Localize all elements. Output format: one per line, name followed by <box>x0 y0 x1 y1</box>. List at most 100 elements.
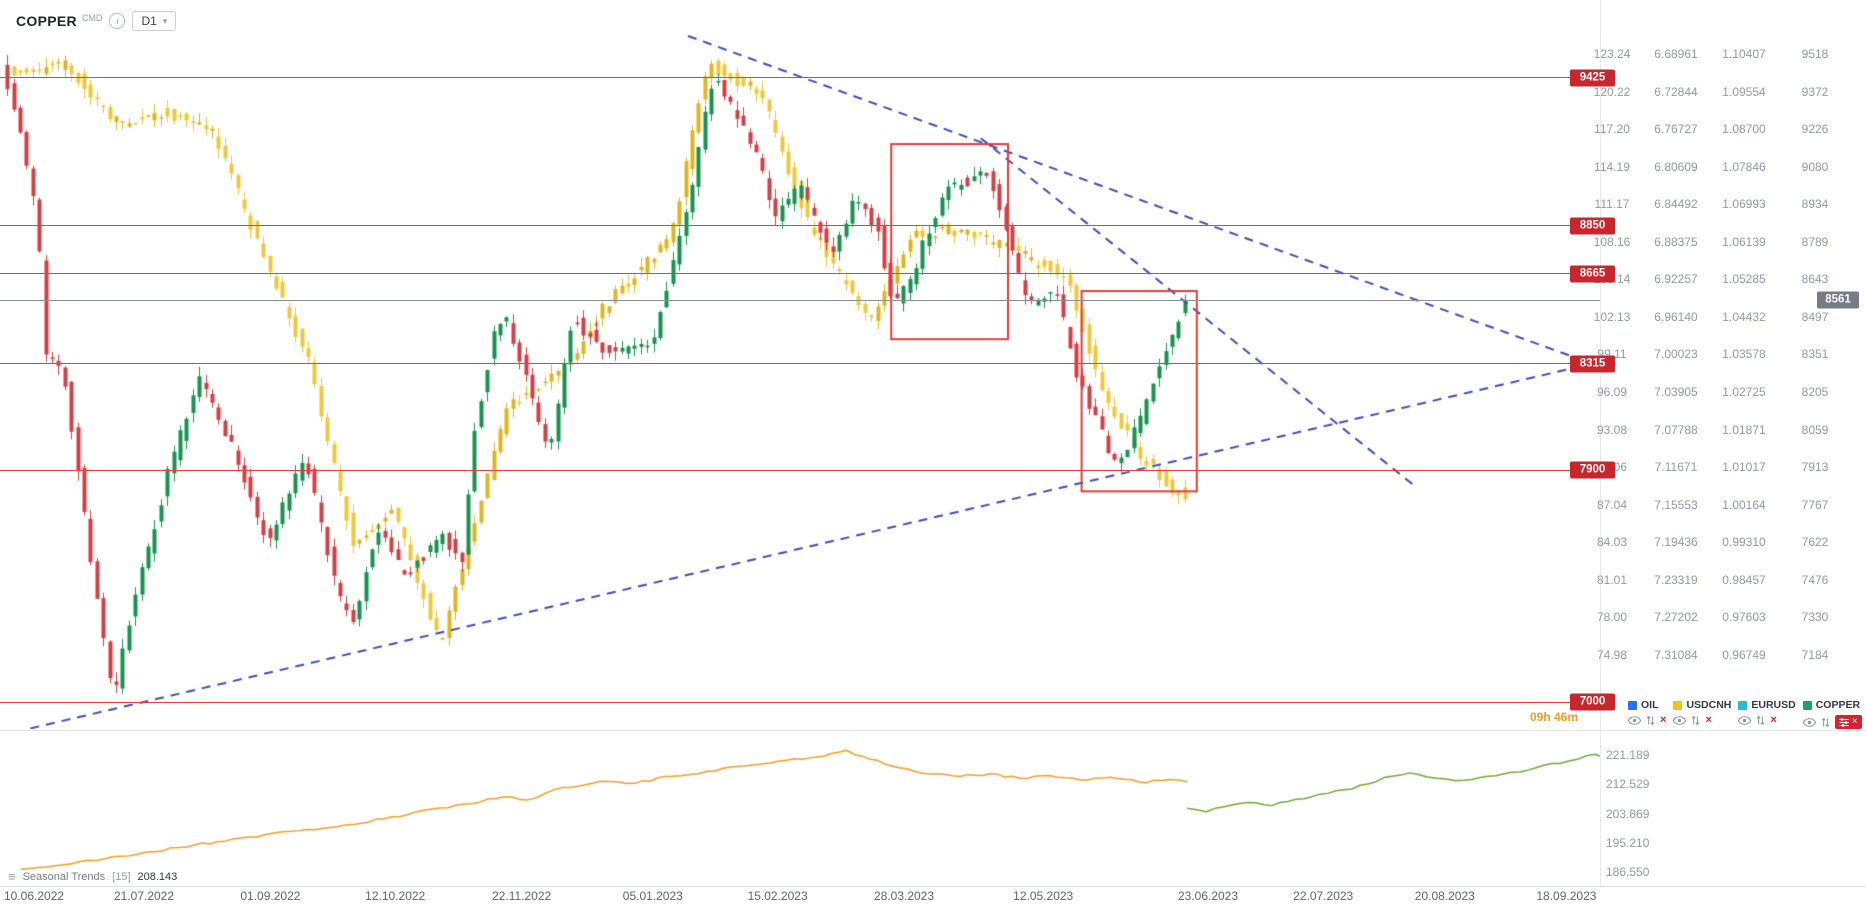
close-icon[interactable]: × <box>1851 716 1858 727</box>
legend-instrument-name: COPPER <box>1815 699 1861 711</box>
price-axis-value: 7.27202 <box>1654 610 1698 625</box>
price-axis-value: 8497 <box>1801 309 1829 324</box>
instrument-color-swatch <box>1802 700 1812 710</box>
indicator-axis-value: 221.189 <box>1606 748 1650 762</box>
legend-item-copper[interactable]: COPPER × <box>1802 699 1862 729</box>
price-axis-value: 0.96749 <box>1722 647 1766 662</box>
scale-adjust-icon[interactable] <box>1756 715 1765 726</box>
remove-icon[interactable]: × <box>1770 714 1777 726</box>
price-axis-value: 9518 <box>1801 47 1829 61</box>
legend-item-label[interactable]: EURUSD <box>1738 699 1796 711</box>
remove-icon[interactable]: × <box>1705 714 1712 726</box>
price-axis-value: 7.00023 <box>1654 347 1698 362</box>
price-axis-value: 6.92257 <box>1654 272 1698 287</box>
price-level-line[interactable] <box>0 363 1600 365</box>
chevron-down-icon: ▾ <box>162 15 168 26</box>
price-axis-value: 84.03 <box>1596 535 1628 550</box>
price-axis-value: 6.72844 <box>1654 84 1698 99</box>
price-axis-value: 7.23319 <box>1654 572 1698 587</box>
time-axis-label: 23.06.2023 <box>1177 889 1239 903</box>
legend-item-label[interactable]: USDCNH <box>1673 699 1731 711</box>
current-price-badge: 8561 <box>1817 291 1859 309</box>
timeframe-dropdown[interactable]: D1 ▾ <box>132 11 177 31</box>
legend-item-oil[interactable]: OIL × <box>1628 699 1666 729</box>
legend-item-label[interactable]: OIL <box>1628 699 1666 711</box>
price-axis-value: 1.07846 <box>1722 159 1766 174</box>
legend-item-eurusd[interactable]: EURUSD × <box>1738 699 1796 729</box>
time-axis-divider <box>0 886 1866 887</box>
remove-icon[interactable]: × <box>1660 714 1667 726</box>
price-level-line[interactable] <box>0 77 1600 79</box>
price-axis-value: 1.06139 <box>1722 234 1766 249</box>
indicator-panel-divider[interactable] <box>0 730 1866 731</box>
price-axis-value: 111.17 <box>1594 197 1630 212</box>
instrument-market-type: CMD <box>81 13 103 23</box>
price-axis-value: 108.16 <box>1593 234 1631 249</box>
price-axis-value: 9226 <box>1801 122 1829 137</box>
time-axis-label: 20.08.2023 <box>1414 889 1475 903</box>
price-axis-value: 0.98457 <box>1722 572 1766 587</box>
price-level-line[interactable] <box>0 469 1600 471</box>
price-axis-value: 87.04 <box>1596 497 1628 512</box>
price-axis-value: 93.08 <box>1596 422 1628 437</box>
price-axis-value: 8059 <box>1801 422 1829 437</box>
time-axis-label: 21.07.2022 <box>113 889 175 903</box>
eye-icon[interactable] <box>1802 717 1816 727</box>
scale-adjust-icon[interactable] <box>1646 715 1655 726</box>
price-axis-value: 7.31084 <box>1654 647 1698 662</box>
price-axis-value: 7.11671 <box>1654 460 1698 475</box>
price-axis-value: 8351 <box>1801 347 1829 362</box>
price-axis-value: 7.03905 <box>1654 384 1698 399</box>
indicator-name: Seasonal Trends <box>22 870 106 883</box>
scale-adjust-icon[interactable] <box>1821 717 1830 728</box>
legend-item-usdcnh[interactable]: USDCNH × <box>1673 699 1731 729</box>
menu-icon[interactable]: ≡ <box>8 869 16 884</box>
time-axis-label: 01.09.2022 <box>240 889 301 903</box>
candle-countdown-timer: 09h 46m <box>1530 710 1579 724</box>
price-axis-value: 8205 <box>1801 384 1829 399</box>
info-icon[interactable]: i <box>109 13 126 29</box>
price-level-badge: 7000 <box>1570 693 1615 711</box>
legend-item-label[interactable]: COPPER <box>1802 699 1862 711</box>
price-axis-value: 7622 <box>1801 535 1829 550</box>
scale-adjust-icon[interactable] <box>1691 715 1700 726</box>
instrument-color-swatch <box>1628 700 1637 710</box>
time-axis-label: 10.06.2022 <box>4 889 65 903</box>
indicator-settings-badge[interactable]: × <box>1834 715 1862 729</box>
price-axis-value: 7330 <box>1801 610 1829 625</box>
price-axis-value: 78.00 <box>1596 610 1628 625</box>
time-axis-label: 15.02.2023 <box>747 889 808 903</box>
eye-icon[interactable] <box>1673 716 1687 725</box>
instrument-symbol: COPPER <box>16 13 77 29</box>
price-axis-value: 102.13 <box>1593 309 1631 324</box>
price-level-badge: 9425 <box>1570 69 1615 87</box>
price-axis-value: 1.01017 <box>1722 460 1766 475</box>
price-axis-value: 7184 <box>1801 647 1829 662</box>
price-axis-value: 0.97603 <box>1722 610 1766 625</box>
price-axis-value: 81.01 <box>1596 572 1628 587</box>
eye-icon[interactable] <box>1628 716 1641 725</box>
price-level-line[interactable] <box>0 225 1600 227</box>
eye-icon[interactable] <box>1738 716 1752 725</box>
indicator-param: [15] <box>112 870 131 883</box>
price-axis-value: 123.24 <box>1593 47 1631 61</box>
price-axis-value: 6.96140 <box>1654 309 1698 324</box>
overlay-legend: OIL × USDCNH × EURUSD × COPPER × <box>1628 699 1862 729</box>
legend-item-actions: × <box>1673 715 1731 726</box>
current-price-line <box>0 299 1600 301</box>
price-axis-border <box>1600 0 1601 886</box>
legend-instrument-name: EURUSD <box>1751 699 1796 711</box>
price-axis-value: 8934 <box>1801 197 1829 212</box>
indicator-label[interactable]: ≡ Seasonal Trends [15] 208.143 <box>8 869 177 884</box>
price-axis-value: 6.76727 <box>1654 122 1698 137</box>
price-axis-value: 9372 <box>1801 84 1829 99</box>
price-level-line[interactable] <box>0 701 1600 703</box>
price-level-badge: 8850 <box>1570 217 1615 235</box>
time-axis-label: 22.11.2022 <box>492 889 552 903</box>
price-axis-value: 6.68961 <box>1654 47 1698 61</box>
price-level-badge: 8665 <box>1570 265 1615 283</box>
price-axis-value: 1.09554 <box>1722 84 1766 99</box>
price-level-line[interactable] <box>0 273 1600 275</box>
time-axis-label: 12.05.2023 <box>1013 889 1074 903</box>
